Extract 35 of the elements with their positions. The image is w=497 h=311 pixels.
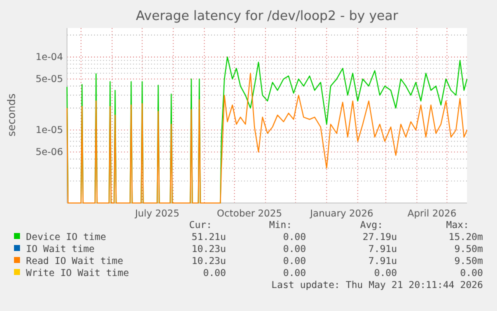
text: 9.50m	[454, 244, 484, 255]
text: 27.19u	[362, 232, 397, 243]
legend-label: Read IO Wait time	[26, 256, 124, 267]
chart-title: Average latency for /dev/loop2 - by year	[136, 9, 399, 24]
x-tick-label: July 2025	[134, 208, 180, 220]
text: Avg:	[360, 220, 383, 231]
x-tick-label: April 2026	[407, 208, 456, 220]
text: Last update: Thu May 21 20:11:44 2026	[271, 280, 484, 291]
text: 0.00	[374, 268, 398, 279]
text: 0.00	[203, 268, 226, 279]
x-tick-label: January 2026	[309, 208, 374, 220]
y-tick-label: 1e-04	[36, 52, 63, 64]
text: 10.23u	[192, 256, 226, 267]
y-tick-label: 1e-05	[36, 125, 63, 136]
text: 7.91u	[368, 256, 397, 267]
text: 0.00	[283, 232, 306, 243]
text: 0.00	[283, 268, 306, 279]
text: Max:	[446, 220, 469, 231]
x-tick-label: October 2025	[216, 208, 282, 220]
text: 0.00	[460, 268, 484, 279]
text: Min:	[269, 220, 292, 231]
text: 15.20m	[448, 232, 484, 243]
y-tick-label: 5e-05	[36, 74, 63, 86]
legend-label: IO Wait time	[26, 244, 95, 255]
text: 9.50m	[454, 256, 484, 267]
text: 51.21u	[192, 232, 226, 243]
legend-label: Write IO Wait time	[26, 268, 130, 279]
text: 10.23u	[192, 244, 226, 255]
legend-label: Device IO time	[26, 232, 106, 243]
text: 0.00	[283, 244, 306, 255]
text: Cur:	[189, 220, 212, 231]
text: 7.91u	[368, 244, 397, 255]
text: 0.00	[283, 256, 306, 267]
y-axis-title: seconds	[6, 94, 18, 136]
y-tick-label: 5e-06	[36, 147, 63, 158]
